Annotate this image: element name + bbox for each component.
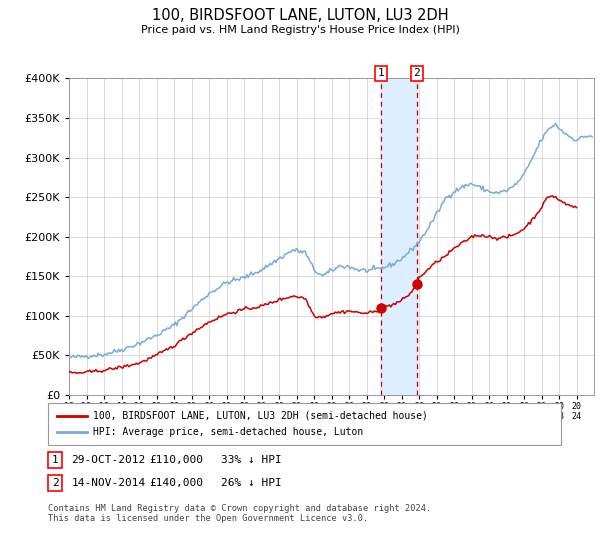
Text: 100, BIRDSFOOT LANE, LUTON, LU3 2DH: 100, BIRDSFOOT LANE, LUTON, LU3 2DH	[152, 8, 448, 24]
Text: 2: 2	[413, 68, 420, 78]
Text: HPI: Average price, semi-detached house, Luton: HPI: Average price, semi-detached house,…	[93, 427, 363, 437]
Text: £140,000: £140,000	[149, 478, 203, 488]
Text: 100, BIRDSFOOT LANE, LUTON, LU3 2DH (semi-detached house): 100, BIRDSFOOT LANE, LUTON, LU3 2DH (sem…	[93, 410, 428, 421]
Text: 1: 1	[52, 455, 59, 465]
Text: 26% ↓ HPI: 26% ↓ HPI	[221, 478, 282, 488]
Text: Contains HM Land Registry data © Crown copyright and database right 2024.
This d: Contains HM Land Registry data © Crown c…	[48, 504, 431, 524]
Text: 2: 2	[52, 478, 59, 488]
Bar	[381, 78, 417, 395]
Text: 14-NOV-2014: 14-NOV-2014	[71, 478, 146, 488]
Text: 29-OCT-2012: 29-OCT-2012	[71, 455, 146, 465]
Text: 33% ↓ HPI: 33% ↓ HPI	[221, 455, 282, 465]
Text: 1: 1	[377, 68, 385, 78]
Text: £110,000: £110,000	[149, 455, 203, 465]
Text: Price paid vs. HM Land Registry's House Price Index (HPI): Price paid vs. HM Land Registry's House …	[140, 25, 460, 35]
